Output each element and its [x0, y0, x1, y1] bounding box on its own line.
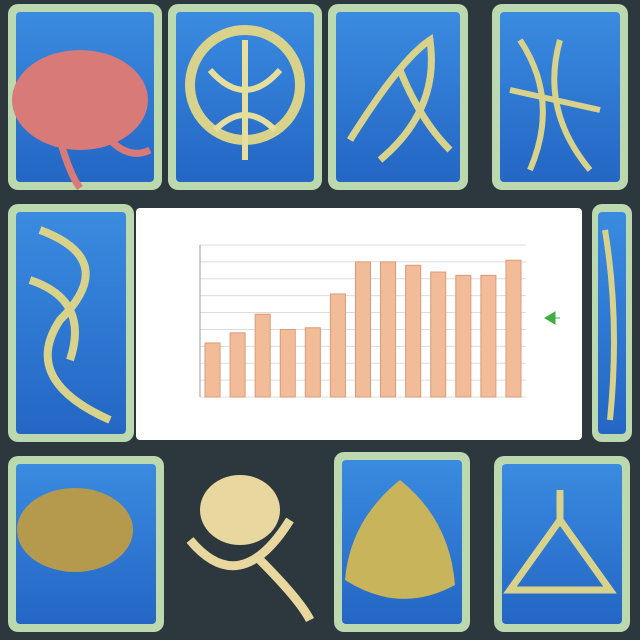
chart	[136, 208, 582, 440]
card-panel	[336, 12, 460, 182]
card-panel	[500, 12, 620, 182]
bar	[229, 332, 246, 398]
illustration	[12, 50, 148, 150]
bar	[505, 259, 522, 398]
card-panel	[502, 464, 622, 624]
illustration	[207, 40, 283, 160]
bar	[204, 342, 221, 398]
illustration	[345, 480, 455, 599]
card-row-middle	[8, 204, 632, 442]
card-row-top	[8, 4, 628, 191]
illustration	[509, 38, 601, 172]
bar	[380, 261, 397, 398]
illustration	[17, 488, 133, 572]
illustration	[186, 517, 315, 623]
bar	[354, 261, 372, 398]
marker	[544, 311, 560, 325]
bar	[405, 264, 422, 398]
bar	[455, 274, 472, 398]
bar	[254, 313, 271, 398]
card-row-bottom	[8, 452, 630, 632]
illustration	[503, 490, 617, 594]
illustration	[56, 137, 152, 191]
illustration	[28, 226, 112, 424]
bar	[304, 327, 321, 398]
bar	[430, 271, 447, 398]
illustration	[200, 475, 280, 545]
bar	[329, 293, 346, 398]
illustration	[602, 229, 617, 421]
illustration	[347, 34, 453, 163]
bar	[279, 328, 296, 398]
bar	[480, 274, 497, 398]
